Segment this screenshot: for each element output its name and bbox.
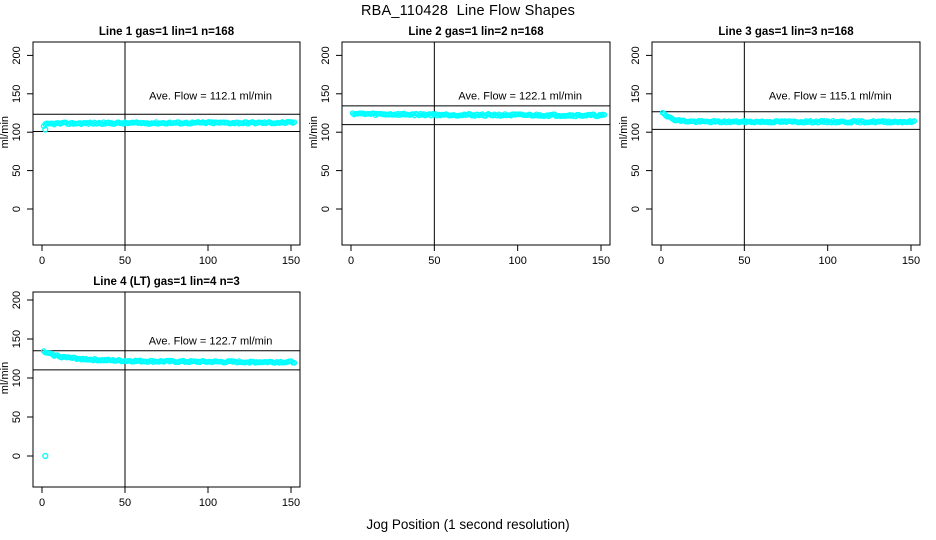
panel-line-1: Line 1 gas=1 lin=1 n=168 0 50 100 150 200 0 50 1… [0,26,301,267]
y-tick-label: 50 [630,164,642,176]
ave-flow-annotation: Ave. Flow = 115.1 ml/min [769,90,892,102]
x-tick-label: 50 [119,497,131,509]
data-point [291,360,298,366]
y-tick-label: 150 [320,85,332,103]
y-tick-label: 0 [11,453,23,459]
y-tick-label: 150 [630,85,642,103]
x-tick-label: 50 [738,255,750,267]
x-tick-label: 150 [592,255,610,267]
plot-box [651,41,921,246]
x-tick-label: 100 [199,255,217,267]
y-axis-unit-label: ml/min [0,362,11,394]
x-tick-label: 150 [282,497,300,509]
x-tick-label: 0 [348,255,354,267]
x-tick-label: 100 [818,255,836,267]
y-tick-label: 200 [11,46,23,64]
x-tick-label: 50 [428,255,440,267]
y-tick-label: 0 [320,206,332,212]
y-tick-label: 200 [11,291,23,309]
y-tick-label: 150 [11,330,23,348]
panel-title: Line 2 gas=1 lin=2 n=168 [408,26,544,38]
panel-line-2: Line 2 gas=1 lin=2 n=168 0 50 100 150 200 0 50 1… [308,26,611,267]
panel-title: Line 1 gas=1 lin=1 n=168 [99,26,235,38]
panel-title: Line 3 gas=1 lin=3 n=168 [718,26,854,38]
y-axis-unit-label: ml/min [0,116,11,148]
figure-title: RBA_110428 Line Flow Shapes [360,3,576,19]
panel-title: Line 4 (LT) gas=1 lin=4 n=3 [93,276,239,288]
y-tick-label: 100 [11,123,23,141]
y-tick-label: 150 [11,85,23,103]
y-tick-label: 100 [630,123,642,141]
ave-flow-annotation: Ave. Flow = 122.7 ml/min [149,336,273,348]
y-tick-label: 100 [11,369,23,387]
data-point [601,111,608,118]
ave-flow-annotation: Ave. Flow = 112.1 ml/min [149,90,272,102]
plot-box [32,41,301,246]
x-tick-label: 0 [658,255,664,267]
outlier-point [42,452,49,460]
x-tick-label: 150 [282,255,300,267]
flow-points-series [40,118,298,133]
plot-box [341,41,611,246]
flow-points-series [659,109,918,126]
plot-box [32,291,301,488]
panel-line-4: Line 4 (LT) gas=1 lin=4 n=3 0 50 100 150 200 0… [0,276,301,509]
x-tick-label: 100 [508,255,526,267]
y-tick-label: 200 [630,46,642,64]
flow-points-series [40,348,298,460]
y-tick-label: 50 [11,164,23,176]
y-tick-label: 200 [320,46,332,64]
outlier-point [42,126,49,133]
x-tick-label: 50 [119,255,131,267]
flow-points-series [349,110,608,120]
y-tick-label: 0 [11,206,23,212]
x-axis-label: Jog Position (1 second resolution) [366,517,570,532]
y-tick-label: 50 [320,164,332,176]
y-tick-label: 50 [11,411,23,423]
ave-flow-annotation: Ave. Flow = 122.1 ml/min [458,90,582,102]
y-tick-label: 100 [320,123,332,141]
panel-line-3: Line 3 gas=1 lin=3 n=168 0 50 100 150 200 0 50 1… [618,26,921,267]
data-point [291,119,298,126]
x-tick-label: 150 [902,255,920,267]
x-tick-label: 0 [39,497,45,509]
x-tick-label: 0 [39,255,45,267]
x-tick-label: 100 [199,497,217,509]
y-axis-unit-label: ml/min [618,116,630,148]
data-point [911,118,918,124]
y-axis-unit-label: ml/min [308,116,320,148]
y-tick-label: 0 [630,206,642,212]
